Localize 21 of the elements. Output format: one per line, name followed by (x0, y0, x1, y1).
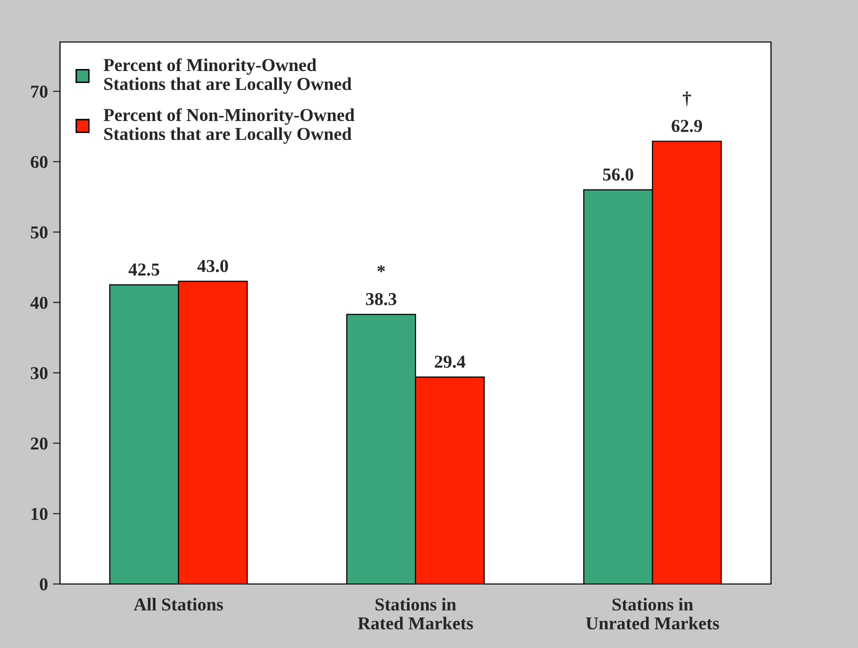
y-tick-label: 30 (30, 367, 48, 380)
legend-label: Percent of Non-Minority-Owned Stations that are Locally Owned (104, 108, 355, 144)
y-tick-label: 20 (30, 437, 48, 450)
y-tick-label: 0 (40, 578, 48, 590)
y-tick-label: 40 (30, 296, 48, 309)
x-tick-label: All Stations (134, 598, 223, 611)
y-tick-label: 10 (32, 508, 48, 520)
y-tick-label: 60 (30, 156, 48, 168)
annotation: * (377, 265, 385, 272)
text: 42.5 (128, 263, 160, 276)
annotation: † (682, 92, 691, 106)
text: 62.9 (672, 120, 702, 132)
text: 38.3 (366, 293, 396, 306)
legend-label: Percent of Minority-Owned Stations that are Locally Owned (104, 58, 352, 94)
y-tick-label: 70 (31, 86, 48, 98)
text: 43.0 (197, 260, 228, 272)
x-tick-label: Stations in Unrated Markets (586, 598, 719, 630)
y-tick-label: 50 (30, 226, 48, 238)
text: 56.0 (603, 168, 634, 181)
x-tick-label: Stations in Rated Markets (358, 598, 473, 630)
text: 29.4 (434, 356, 466, 368)
